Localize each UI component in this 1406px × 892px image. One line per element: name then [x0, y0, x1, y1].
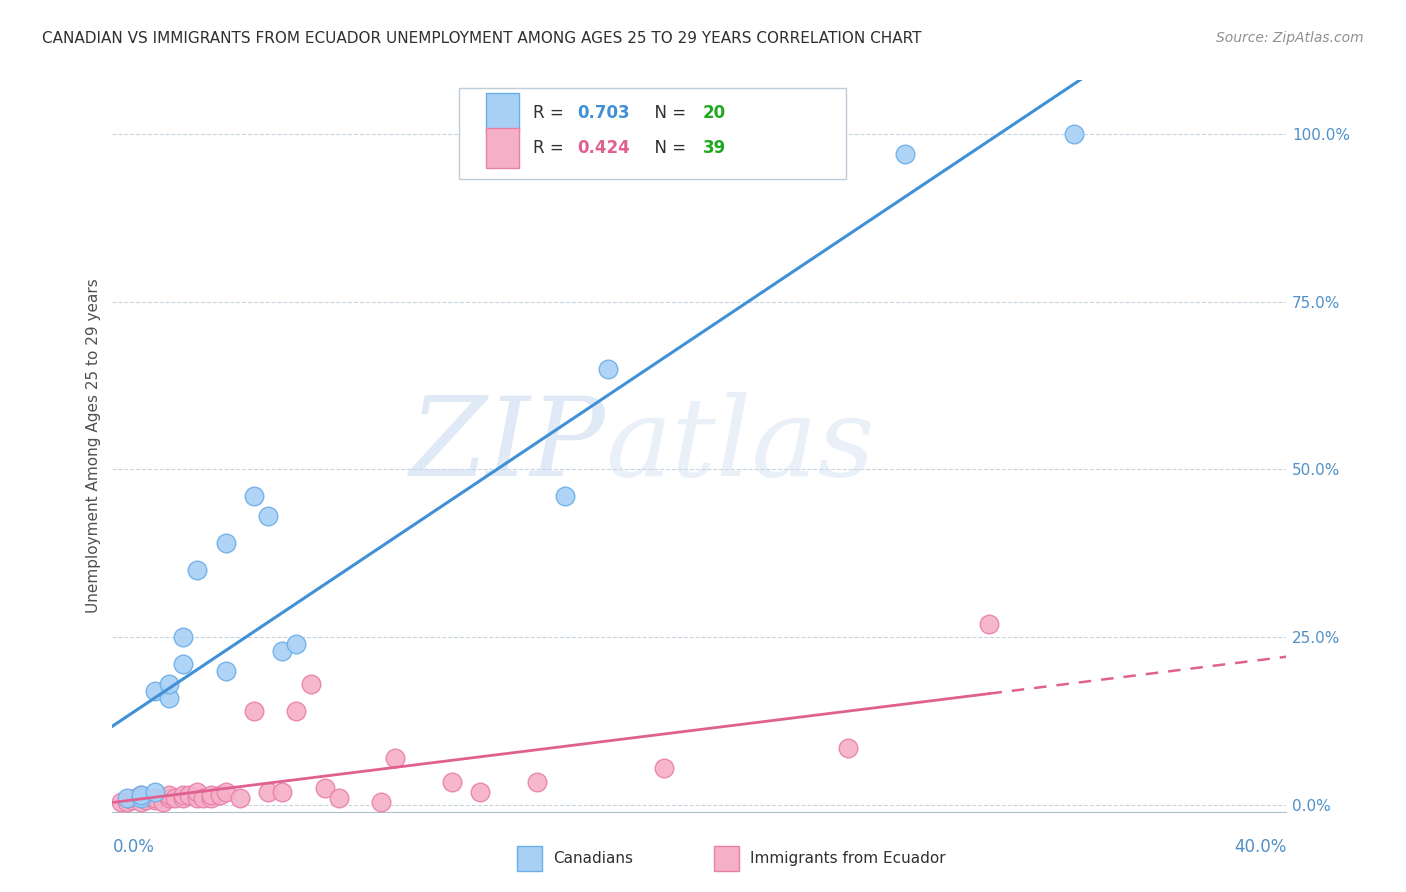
Point	[979, 616, 1001, 631]
Point	[115, 791, 138, 805]
Point	[163, 791, 186, 805]
Text: Source: ZipAtlas.com: Source: ZipAtlas.com	[1216, 31, 1364, 45]
Point	[285, 637, 308, 651]
FancyBboxPatch shape	[458, 87, 846, 179]
Point	[157, 788, 180, 802]
Point	[328, 791, 350, 805]
Point	[214, 784, 236, 798]
Point	[200, 791, 222, 805]
Point	[157, 677, 180, 691]
Point	[143, 684, 166, 698]
Point	[271, 643, 294, 657]
Point	[152, 795, 174, 809]
Point	[143, 791, 166, 805]
Point	[1063, 127, 1085, 141]
Text: CANADIAN VS IMMIGRANTS FROM ECUADOR UNEMPLOYMENT AMONG AGES 25 TO 29 YEARS CORRE: CANADIAN VS IMMIGRANTS FROM ECUADOR UNEM…	[42, 31, 922, 46]
Point	[191, 791, 214, 805]
Point	[214, 664, 236, 678]
Y-axis label: Unemployment Among Ages 25 to 29 years: Unemployment Among Ages 25 to 29 years	[86, 278, 101, 614]
Text: 0.0%: 0.0%	[112, 838, 155, 856]
Point	[172, 630, 194, 644]
Point	[243, 489, 266, 503]
Text: atlas: atlas	[606, 392, 875, 500]
Text: N =: N =	[644, 104, 692, 122]
Point	[186, 563, 208, 577]
Text: 39: 39	[703, 139, 727, 157]
Point	[208, 788, 231, 802]
Point	[186, 784, 208, 798]
Point	[596, 361, 619, 376]
Point	[526, 774, 548, 789]
Point	[143, 784, 166, 798]
Point	[115, 795, 138, 809]
Point	[172, 657, 194, 671]
Text: ZIP: ZIP	[409, 392, 606, 500]
Point	[554, 489, 576, 503]
Point	[285, 704, 308, 718]
Point	[143, 792, 166, 806]
Text: 0.703: 0.703	[578, 104, 630, 122]
Point	[121, 792, 143, 806]
FancyBboxPatch shape	[486, 128, 519, 169]
Point	[257, 509, 280, 524]
Point	[243, 704, 266, 718]
Point	[299, 677, 322, 691]
Point	[370, 795, 392, 809]
Point	[200, 788, 222, 802]
Point	[129, 788, 152, 802]
Point	[129, 795, 152, 809]
Point	[157, 791, 180, 805]
Point	[384, 751, 406, 765]
Point	[124, 791, 146, 805]
Point	[314, 781, 336, 796]
Point	[214, 536, 236, 550]
Text: Immigrants from Ecuador: Immigrants from Ecuador	[751, 851, 946, 865]
Point	[110, 795, 132, 809]
Point	[129, 788, 152, 802]
Text: N =: N =	[644, 139, 692, 157]
Text: R =: R =	[533, 139, 569, 157]
Point	[229, 791, 252, 805]
Point	[893, 147, 915, 161]
Text: Canadians: Canadians	[554, 851, 633, 865]
Point	[157, 690, 180, 705]
FancyBboxPatch shape	[486, 93, 519, 133]
Text: 20: 20	[703, 104, 725, 122]
Point	[470, 784, 492, 798]
Point	[186, 791, 208, 805]
Point	[271, 784, 294, 798]
Point	[129, 791, 152, 805]
Point	[837, 741, 859, 756]
Point	[257, 784, 280, 798]
Text: 0.424: 0.424	[578, 139, 630, 157]
Point	[652, 761, 675, 775]
Point	[172, 788, 194, 802]
Text: 40.0%: 40.0%	[1234, 838, 1286, 856]
Point	[172, 791, 194, 805]
Point	[177, 788, 200, 802]
Point	[440, 774, 463, 789]
Point	[135, 792, 157, 806]
Text: R =: R =	[533, 104, 569, 122]
